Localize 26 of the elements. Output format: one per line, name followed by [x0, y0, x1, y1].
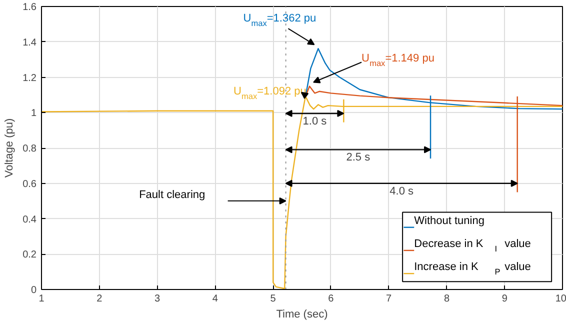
- annotation: 1.0 s: [302, 115, 328, 128]
- annotation: Fault clearing: [139, 188, 206, 201]
- y-tick-label: 0.2: [22, 250, 37, 261]
- annotation: 2.5 s: [346, 152, 371, 164]
- y-tick-label: 0.8: [22, 144, 37, 154]
- y-tick-label: 1.2: [22, 72, 37, 84]
- x-tick-label: 3: [154, 294, 160, 304]
- x-tick-label: 8: [444, 294, 450, 304]
- x-tick-label: 10: [555, 294, 566, 304]
- x-axis-title: Time (sec): [276, 308, 328, 320]
- x-tick-label: 6: [328, 294, 334, 304]
- y-tick-label: 1.4: [22, 37, 37, 48]
- y-tick-label: 1: [30, 108, 37, 120]
- x-tick-label: 7: [386, 294, 392, 304]
- x-tick-label: 2: [96, 294, 103, 304]
- x-tick-label: 1: [38, 294, 45, 304]
- x-tick-label: 5: [270, 294, 276, 304]
- y-tick-label: 1.6: [22, 2, 37, 13]
- x-tick-label: 4: [212, 294, 218, 304]
- y-tick-label: 0.6: [22, 178, 37, 190]
- legend-label: Without tuning: [414, 214, 484, 227]
- x-tick-label: 9: [502, 294, 508, 304]
- annotation: 4.0 s: [390, 185, 414, 198]
- y-axis-title: Voltage (pu): [4, 118, 16, 178]
- y-tick-label: 0.4: [22, 214, 37, 226]
- y-tick-label: 0: [30, 285, 37, 296]
